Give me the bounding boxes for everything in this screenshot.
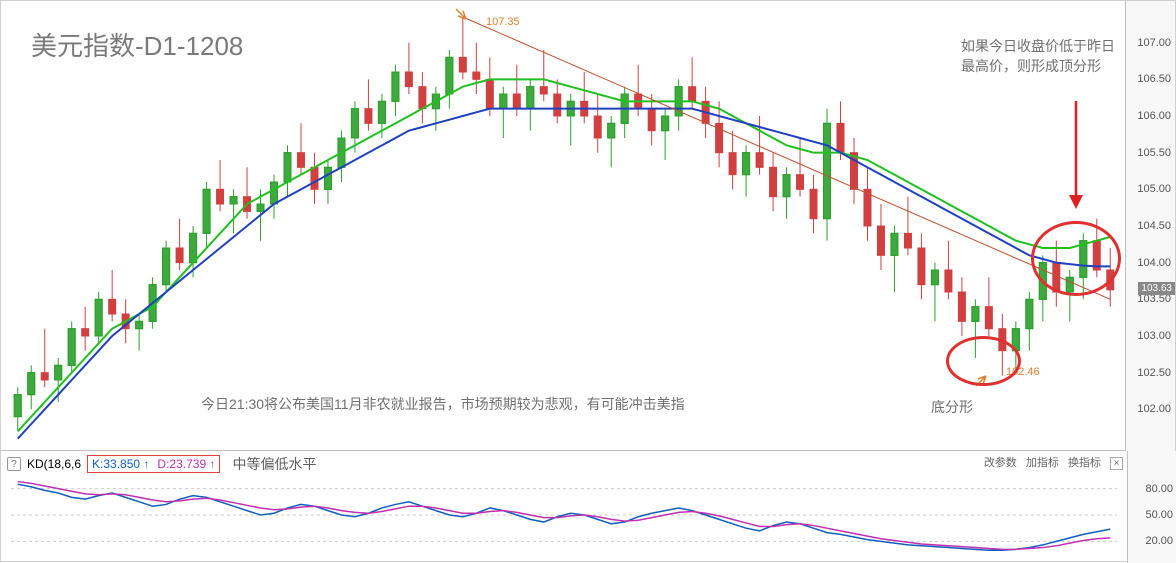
highlight-circle [946,336,1021,386]
kd-help-icon[interactable]: ? [7,457,21,471]
price-tick: 103.00 [1137,330,1171,342]
price-tick: 102.00 [1137,403,1171,415]
kd-tick: 50.00 [1145,509,1173,521]
price-tick: 106.50 [1137,73,1171,85]
price-tick: 106.00 [1137,110,1171,122]
chart-annotation: 底分形 [931,397,1011,417]
price-tick: 103.50 [1137,293,1171,305]
kd-k-value: K:33.850 ↑ [92,457,149,471]
price-y-axis: 102.00 102.50 103.00 103.50 104.00 104.50 105.… [1125,1,1175,451]
kd-level-text: 中等偏低水平 [232,454,316,474]
price-tick: 102.50 [1137,367,1171,379]
kd-values-box: K:33.850 ↑ D:23.739 ↑ [87,455,220,473]
chart-title: 美元指数-D1-1208 [31,26,243,63]
price-tick: 105.00 [1137,183,1171,195]
kd-header: ? KD(18,6,6 K:33.850 ↑ D:23.739 ↑ 中等偏低水平 [7,454,316,474]
price-tick: 104.50 [1137,220,1171,232]
chart-annotation: 今日21:30将公布美国11月非农就业报告，市场预期较为悲观，有可能冲击美指 [201,394,921,414]
current-price-tag: 103.63 [1138,282,1175,295]
main-chart-svg [1,1,1127,451]
chart-annotation: 如果今日收盘价低于昨日最高价，则形成顶分形 [961,36,1121,76]
kd-y-axis: 20.00 50.00 80.00 [1127,451,1176,563]
kd-tick: 20.00 [1145,535,1173,547]
kd-add-indicator[interactable]: 加指标 [1026,457,1059,469]
chart-container: 美元指数-D1-1208 107.35 102.46 如果今日收盘价低于昨日最高价，… [0,0,1176,562]
kd-indicator-panel[interactable]: ? KD(18,6,6 K:33.850 ↑ D:23.739 ↑ 中等偏低水平… [1,451,1176,563]
highlight-circle [1031,221,1121,296]
kd-close-icon[interactable]: × [1110,457,1123,470]
kd-d-value: D:23.739 ↑ [157,457,215,471]
main-price-panel[interactable]: 美元指数-D1-1208 107.35 102.46 如果今日收盘价低于昨日最高价，… [1,1,1127,451]
kd-tick: 80.00 [1145,483,1173,495]
price-tick: 105.50 [1137,147,1171,159]
kd-controls: 改参数 加指标 换指标 × [978,454,1123,470]
price-tick: 107.00 [1137,37,1171,49]
kd-edit-params[interactable]: 改参数 [984,457,1017,469]
price-callout: 102.46 [1006,366,1040,378]
price-tick: 104.00 [1137,257,1171,269]
price-callout: 107.35 [486,16,520,28]
kd-params-label: KD(18,6,6 [27,457,81,471]
kd-switch-indicator[interactable]: 换指标 [1068,457,1101,469]
